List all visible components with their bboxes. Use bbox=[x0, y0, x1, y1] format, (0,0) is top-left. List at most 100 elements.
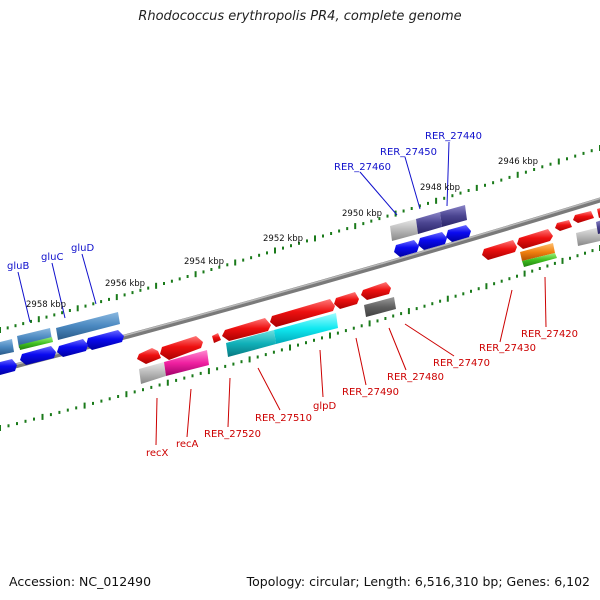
leader-RER_27470 bbox=[404, 323, 455, 357]
tick-minor bbox=[108, 397, 111, 401]
tick-minor bbox=[344, 329, 347, 333]
tick-minor bbox=[360, 324, 363, 328]
tick-minor bbox=[256, 355, 259, 359]
tick-minor bbox=[321, 336, 323, 340]
tick-minor bbox=[282, 246, 284, 250]
tick-major bbox=[368, 320, 371, 327]
tick-minor bbox=[33, 417, 35, 421]
tick-minor bbox=[142, 388, 144, 392]
tick-minor bbox=[524, 170, 527, 174]
tick-major bbox=[41, 413, 44, 420]
tick-minor bbox=[493, 282, 496, 286]
gene-label-reverse: recX bbox=[146, 448, 169, 459]
tick-minor bbox=[384, 317, 387, 320]
tick-minor bbox=[459, 191, 462, 195]
tick-minor bbox=[362, 222, 365, 226]
tick-minor bbox=[378, 217, 381, 221]
gene-label-forward: RER_27460 bbox=[334, 162, 391, 173]
gene-left-arrow bbox=[0, 359, 17, 375]
leader-recX bbox=[155, 397, 158, 446]
tick-minor bbox=[418, 204, 421, 208]
tick-major bbox=[485, 283, 488, 290]
tick-major bbox=[0, 327, 1, 333]
block-gray-right bbox=[576, 227, 600, 246]
leader-RER_27480 bbox=[388, 327, 407, 371]
gene-recX-arrow bbox=[137, 348, 161, 364]
tick-minor bbox=[569, 256, 571, 260]
tick-minor bbox=[427, 201, 429, 205]
gene-right-purple bbox=[596, 220, 600, 234]
tick-minor bbox=[30, 319, 32, 323]
tick-minor bbox=[66, 408, 69, 412]
tick-minor bbox=[117, 395, 120, 398]
leader-gluD bbox=[81, 253, 97, 305]
leader-RER_27460 bbox=[359, 171, 398, 216]
reverse-strand-features bbox=[137, 208, 600, 384]
tick-minor bbox=[108, 297, 110, 301]
tick-minor bbox=[500, 279, 503, 283]
tick-minor bbox=[462, 292, 465, 296]
tick-minor bbox=[305, 341, 307, 345]
tick-major bbox=[289, 344, 291, 351]
tick-major bbox=[76, 305, 79, 312]
gene-label-reverse: glpD bbox=[313, 401, 336, 412]
tick-minor bbox=[574, 154, 577, 158]
tick-minor bbox=[338, 229, 341, 233]
tick-minor bbox=[566, 157, 568, 161]
tick-minor bbox=[443, 196, 446, 200]
tick-minor bbox=[68, 309, 71, 312]
tick-minor bbox=[202, 270, 205, 274]
block-purple-RER_27440 bbox=[440, 205, 467, 227]
leader-recA bbox=[186, 388, 192, 438]
gene-gluD-arrow bbox=[86, 330, 124, 350]
gene-RER_27420-arrow bbox=[517, 229, 553, 249]
leader-RER_27510 bbox=[257, 367, 281, 411]
block-green-RER_27420 bbox=[522, 253, 557, 267]
tick-minor bbox=[183, 376, 186, 380]
tick-minor bbox=[264, 353, 267, 357]
block-teal-RER_27520 bbox=[226, 330, 276, 357]
gene-right-arrow-2 bbox=[573, 211, 594, 223]
gene-label-forward: RER_27440 bbox=[425, 131, 482, 142]
tick-major bbox=[166, 379, 169, 386]
tick-minor bbox=[298, 241, 300, 245]
tick-minor bbox=[16, 422, 18, 426]
gene-RER_27520-arrow bbox=[222, 318, 271, 341]
tick-major bbox=[155, 282, 158, 289]
tick-minor bbox=[590, 149, 593, 153]
tick-major bbox=[475, 184, 478, 191]
leader-RER_27420 bbox=[544, 276, 547, 328]
gene-label-forward: gluC bbox=[41, 252, 63, 263]
tick-minor bbox=[240, 360, 243, 364]
tick-minor bbox=[386, 214, 389, 218]
tick-minor bbox=[470, 289, 472, 293]
block-steel-left bbox=[0, 339, 14, 355]
tick-minor bbox=[576, 254, 579, 258]
tick-minor bbox=[549, 162, 552, 166]
tick-minor bbox=[272, 350, 275, 354]
tick-minor bbox=[131, 291, 134, 295]
tick-minor bbox=[75, 406, 78, 410]
tick-minor bbox=[24, 419, 27, 423]
tick-minor bbox=[210, 268, 213, 271]
tick-minor bbox=[538, 267, 541, 270]
tick-minor bbox=[100, 399, 103, 403]
tick-major bbox=[354, 223, 357, 230]
tick-minor bbox=[582, 151, 585, 155]
tick-minor bbox=[158, 383, 161, 387]
tick-minor bbox=[123, 293, 126, 297]
block-steel-gluD bbox=[56, 312, 120, 340]
tick-minor bbox=[346, 227, 349, 231]
tick-major bbox=[557, 158, 560, 165]
ruler-label: 2952 kbp bbox=[263, 234, 303, 244]
gene-RER_27430-arrow bbox=[482, 240, 517, 260]
block-purple-RER_27450 bbox=[416, 212, 442, 234]
tick-major bbox=[516, 171, 519, 178]
ruler-label: 2954 kbp bbox=[184, 257, 224, 267]
tick-major bbox=[234, 259, 237, 266]
tick-minor bbox=[58, 410, 61, 414]
gene-label-reverse: RER_27480 bbox=[387, 372, 444, 383]
inner-tick-ring bbox=[0, 245, 600, 431]
tick-major bbox=[435, 197, 438, 204]
gene-label-reverse: RER_27430 bbox=[479, 343, 536, 354]
